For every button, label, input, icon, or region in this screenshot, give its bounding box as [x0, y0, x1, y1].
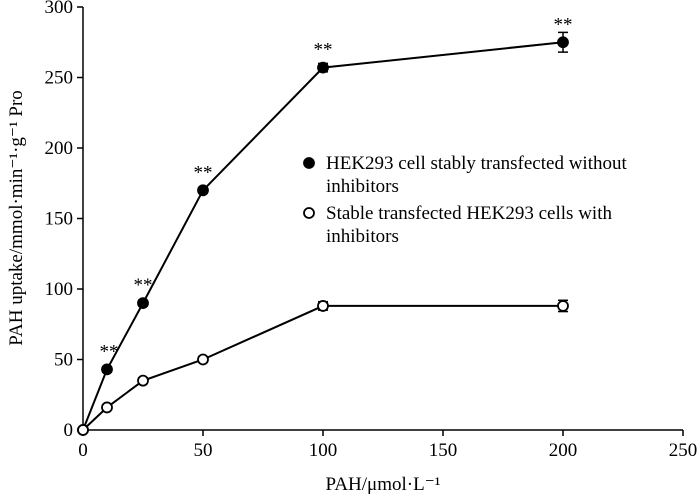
significance-label: ** — [554, 14, 573, 35]
y-axis-label: PAH uptake/mmol·min⁻¹·g⁻¹ Pro — [6, 90, 27, 346]
y-tick-label: 50 — [54, 350, 73, 371]
x-tick-label: 150 — [429, 440, 458, 461]
x-tick-label: 250 — [669, 440, 698, 461]
point — [197, 184, 209, 197]
legend-entry: HEK293 cell stably transfected without i… — [302, 152, 672, 198]
legend-label: Stable transfected HEK293 cells with inh… — [326, 203, 612, 247]
point — [197, 353, 209, 366]
legend-label: HEK293 cell stably transfected without i… — [326, 153, 627, 197]
point — [137, 297, 149, 310]
significance-label: ** — [134, 275, 153, 296]
point — [317, 61, 329, 74]
legend-entry: Stable transfected HEK293 cells with inh… — [302, 202, 672, 248]
significance-label: ** — [194, 162, 213, 183]
point — [557, 36, 569, 49]
legend-marker — [303, 207, 315, 219]
x-tick-label: 100 — [309, 440, 338, 461]
y-tick-label: 100 — [45, 279, 74, 300]
x-axis-label: PAH/μmol·L⁻¹ — [326, 474, 441, 495]
y-tick-label: 250 — [45, 68, 74, 89]
point — [101, 401, 113, 414]
point — [317, 300, 329, 312]
y-tick-label: 150 — [45, 209, 74, 230]
x-tick-label: 50 — [194, 440, 213, 461]
legend-symbol — [303, 207, 315, 219]
x-tick-label: 200 — [549, 440, 578, 461]
y-tick-label: 300 — [45, 0, 74, 18]
point — [557, 300, 569, 312]
series-line — [82, 41, 564, 431]
x-tick-label: 0 — [78, 440, 88, 461]
series-line — [82, 304, 563, 431]
point — [77, 424, 89, 436]
significance-label: ** — [100, 341, 119, 362]
legend: HEK293 cell stably transfected without i… — [302, 152, 672, 252]
y-tick-label: 200 — [45, 138, 74, 159]
legend-marker — [303, 157, 315, 169]
point — [101, 363, 113, 376]
legend-symbol — [303, 157, 315, 169]
significance-label: ** — [314, 40, 333, 61]
point — [137, 374, 149, 387]
y-tick-label: 0 — [64, 420, 74, 441]
